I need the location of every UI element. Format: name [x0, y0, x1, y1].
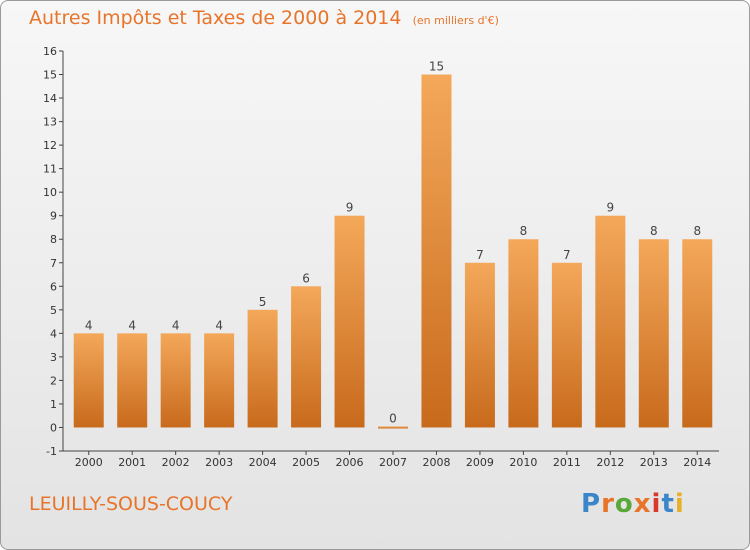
- bar-2008: [421, 74, 452, 428]
- x-tick-label: 2004: [249, 456, 277, 469]
- x-tick-label: 2011: [553, 456, 581, 469]
- x-tick-label: 2003: [205, 456, 233, 469]
- data-label-2000: 4: [85, 318, 93, 332]
- x-tick-label: 2000: [75, 456, 103, 469]
- y-tick-label: 4: [50, 327, 57, 340]
- y-tick-label: 9: [50, 210, 57, 223]
- logo-letter: P: [581, 489, 602, 519]
- logo-letter: i: [651, 489, 662, 519]
- y-tick-label: 15: [43, 69, 57, 82]
- x-tick-label: 2002: [162, 456, 190, 469]
- bar-2003: [204, 333, 235, 428]
- x-tick-label: 2007: [379, 456, 407, 469]
- data-label-2005: 6: [302, 271, 310, 285]
- data-label-2011: 7: [563, 248, 571, 262]
- bar-2007: [378, 426, 408, 429]
- logo-letter: x: [633, 489, 652, 519]
- x-tick-label: 2013: [640, 456, 668, 469]
- logo-letter: o: [614, 489, 634, 519]
- x-tick-label: 2014: [683, 456, 711, 469]
- x-tick-label: 2012: [596, 456, 624, 469]
- y-tick-label: 5: [50, 304, 57, 317]
- bar-2002: [160, 333, 191, 428]
- data-label-2002: 4: [172, 318, 180, 332]
- data-label-2010: 8: [520, 224, 528, 238]
- bar-2011: [551, 262, 582, 428]
- y-tick-label: 1: [50, 398, 57, 411]
- y-tick-label: 2: [50, 374, 57, 387]
- bar-2012: [595, 215, 626, 428]
- data-label-2007: 0: [389, 411, 397, 425]
- bar-2006: [334, 215, 365, 428]
- chart-title-unit: (en milliers d'€): [412, 14, 499, 27]
- x-tick-label: 2005: [292, 456, 320, 469]
- data-label-2001: 4: [128, 318, 136, 332]
- proxiti-logo: Proxiti: [581, 489, 685, 519]
- bar-2000: [73, 333, 104, 428]
- bar-2005: [291, 286, 322, 428]
- y-tick-label: 13: [43, 116, 57, 129]
- data-label-2012: 9: [607, 201, 615, 215]
- location-name: LEUILLY-SOUS-COUCY: [29, 493, 233, 515]
- logo-letter: t: [661, 489, 675, 519]
- x-tick-label: 2008: [422, 456, 450, 469]
- bar-2009: [464, 262, 495, 428]
- bar-2001: [117, 333, 148, 428]
- data-label-2006: 9: [346, 201, 354, 215]
- chart-title-main: Autres Impôts et Taxes de 2000 à 2014: [29, 7, 402, 29]
- x-tick-label: 2001: [118, 456, 146, 469]
- data-label-2003: 4: [215, 318, 223, 332]
- logo-letter: r: [601, 489, 615, 519]
- bar-2004: [247, 309, 278, 428]
- bar-2010: [508, 239, 539, 428]
- bar-2014: [682, 239, 713, 428]
- x-tick-label: 2009: [466, 456, 494, 469]
- data-label-2004: 5: [259, 295, 267, 309]
- x-tick-label: 2006: [336, 456, 364, 469]
- data-label-2013: 8: [650, 224, 658, 238]
- bar-2013: [638, 239, 669, 428]
- y-tick-label: 14: [43, 92, 57, 105]
- y-tick-label: 7: [50, 257, 57, 270]
- y-tick-label: 11: [43, 163, 57, 176]
- y-tick-label: 12: [43, 139, 57, 152]
- logo-letter: i: [674, 489, 685, 519]
- y-tick-label: 8: [50, 233, 57, 246]
- data-label-2014: 8: [693, 224, 701, 238]
- y-tick-label: 10: [43, 186, 57, 199]
- y-tick-label: 0: [50, 421, 57, 434]
- data-label-2008: 15: [429, 60, 444, 74]
- y-tick-label: 3: [50, 351, 57, 364]
- chart-title: Autres Impôts et Taxes de 2000 à 2014 (e…: [29, 7, 499, 29]
- data-label-2009: 7: [476, 248, 484, 262]
- x-tick-label: 2010: [509, 456, 537, 469]
- y-tick-label: 6: [50, 280, 57, 293]
- y-tick-label: -1: [46, 445, 57, 458]
- y-tick-label: 16: [43, 45, 57, 58]
